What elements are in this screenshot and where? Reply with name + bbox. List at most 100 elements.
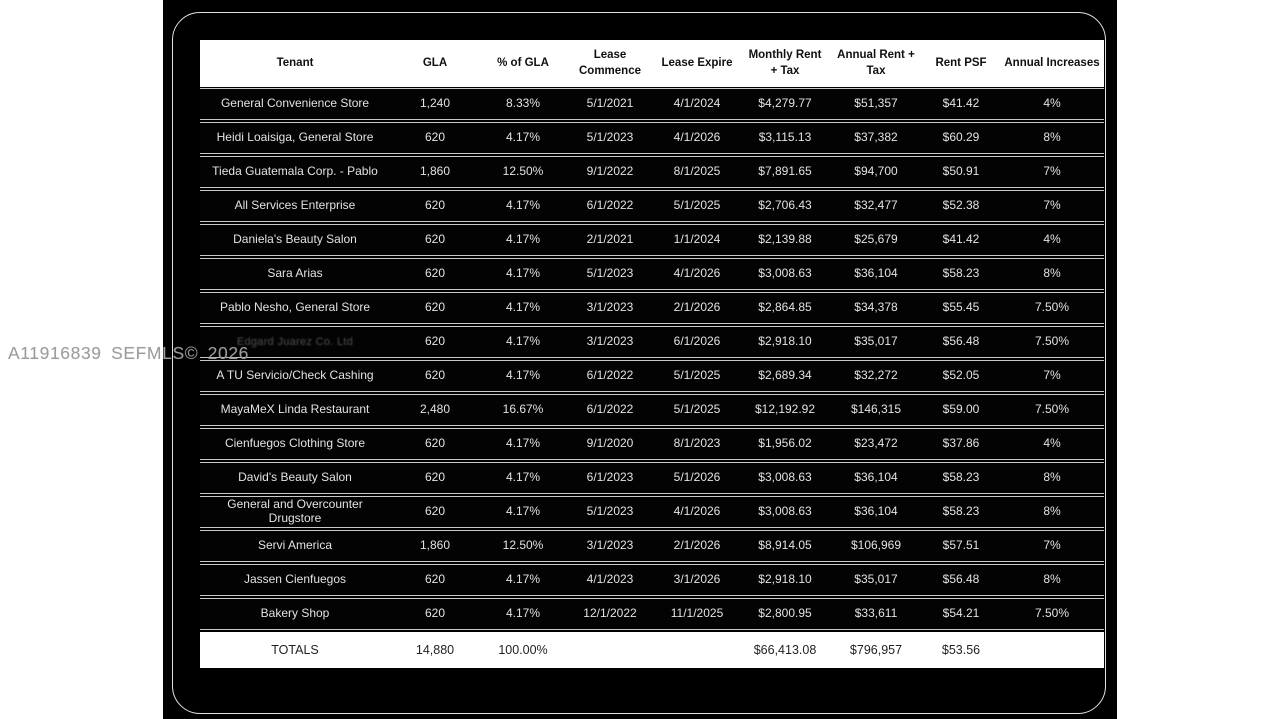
cell-annual: $106,969 (850, 538, 902, 553)
cell-pct: 16.67% (502, 402, 544, 417)
tenant-name: All Services Enterprise (234, 198, 356, 213)
cell-expire: 4/1/2024 (673, 96, 721, 111)
cell-expire: 8/1/2023 (673, 436, 721, 451)
cell-psf: $58.23 (942, 266, 980, 281)
cell-increase: 8% (1043, 572, 1061, 587)
cell-commence: 3/1/2023 (586, 334, 634, 349)
table-row: Cienfuegos Clothing Store 620 4.17% 9/1/202… (200, 428, 1104, 460)
cell-increase: 7.50% (1034, 606, 1070, 621)
cell-pct: 4.17% (505, 334, 541, 349)
cell-annual: $36,104 (854, 470, 898, 485)
cell-pct: 4.17% (505, 504, 541, 519)
table-row: A TU Servicio/Check Cashing 620 4.17% 6/1/2… (200, 360, 1104, 392)
table-row: Edgard Juarez Co. Ltd 620 4.17% 3/1/2023 6/1… (200, 326, 1104, 358)
cell-psf: $57.51 (942, 538, 980, 553)
cell-expire: 5/1/2025 (673, 368, 721, 383)
cell-expire: 5/1/2026 (673, 470, 721, 485)
cell-increase: 7.50% (1034, 402, 1070, 417)
cell-monthly: $2,706.43 (758, 198, 812, 213)
cell-increase: 4% (1043, 96, 1061, 111)
cell-gla: 1,860 (419, 164, 451, 179)
tenant-name: David's Beauty Salon (238, 470, 352, 485)
tenant-name: Daniela's Beauty Salon (233, 232, 357, 247)
cell-monthly: $2,139.88 (758, 232, 812, 247)
cell-pct: 8.33% (505, 96, 541, 111)
cell-expire: 4/1/2026 (673, 266, 721, 281)
cell-monthly: $3,008.63 (758, 266, 812, 281)
cell-increase: 8% (1043, 266, 1061, 281)
cell-pct: 4.17% (505, 436, 541, 451)
cell-gla: 620 (424, 470, 446, 485)
cell-commence: 4/1/2023 (586, 572, 634, 587)
cell-expire: 8/1/2025 (673, 164, 721, 179)
cell-gla: 620 (424, 232, 446, 247)
cell-annual: $36,104 (854, 504, 898, 519)
cell-increase: 8% (1043, 470, 1061, 485)
cell-increase: 7% (1043, 368, 1061, 383)
cell-psf: $55.45 (942, 300, 980, 315)
column-header-commence: Lease Commence (579, 49, 641, 77)
cell-monthly: $7,891.65 (758, 164, 812, 179)
cell-increase: 7% (1043, 164, 1061, 179)
cell-expire: 3/1/2026 (673, 572, 721, 587)
cell-pct: 4.17% (505, 368, 541, 383)
cell-monthly: $2,918.10 (758, 572, 812, 587)
cell-increase: 8% (1043, 130, 1061, 145)
cell-gla: 620 (424, 300, 446, 315)
cell-gla: 1,860 (419, 538, 451, 553)
cell-expire: 1/1/2024 (673, 232, 721, 247)
cell-psf: $52.05 (942, 368, 980, 383)
cell-psf: $58.23 (942, 504, 980, 519)
cell-pct: 4.17% (505, 606, 541, 621)
table-header-row: Tenant GLA % of GLA Lease Commence Lease Exp… (200, 40, 1104, 87)
cell-pct: 4.17% (505, 232, 541, 247)
listing-photo-panel: Tenant GLA % of GLA Lease Commence Lease Exp… (163, 0, 1117, 719)
column-header-psf: Rent PSF (935, 56, 987, 69)
cell-commence: 12/1/2022 (583, 606, 637, 621)
table-row: Sara Arias 620 4.17% 5/1/2023 4/1/2026 $3,008… (200, 258, 1104, 290)
cell-psf: $56.48 (942, 572, 980, 587)
cell-expire: 2/1/2026 (673, 538, 721, 553)
cell-commence: 9/1/2020 (586, 436, 634, 451)
cell-psf: $50.91 (942, 164, 980, 179)
cell-expire: 11/1/2025 (670, 606, 724, 621)
cell-increase: 7.50% (1034, 334, 1070, 349)
tenant-name: Jassen Cienfuegos (243, 572, 347, 587)
cell-increase: 7% (1043, 538, 1061, 553)
cell-annual: $37,382 (854, 130, 898, 145)
cell-pct: 12.50% (502, 538, 544, 553)
cell-commence: 6/1/2022 (586, 198, 634, 213)
rent-roll-table: Tenant GLA % of GLA Lease Commence Lease Exp… (200, 40, 1104, 668)
column-header-monthly: Monthly Rent + Tax (748, 49, 822, 77)
cell-pct: 4.17% (505, 470, 541, 485)
table-row: Servi America 1,860 12.50% 3/1/2023 2/1/2026… (200, 530, 1104, 562)
cell-monthly: $3,115.13 (758, 130, 812, 145)
cell-expire: 5/1/2025 (673, 198, 721, 213)
cell-increase: 8% (1043, 504, 1061, 519)
cell-pct: 4.17% (505, 198, 541, 213)
cell-annual: $35,017 (854, 334, 898, 349)
tenant-name: Heidi Loaisiga, General Store (216, 130, 374, 145)
cell-annual: $23,472 (854, 436, 898, 451)
cell-psf: $60.29 (942, 130, 980, 145)
tenant-name: Pablo Nesho, General Store (219, 300, 371, 315)
cell-commence: 3/1/2023 (586, 300, 634, 315)
cell-annual: $25,679 (854, 232, 898, 247)
cell-increase: 7.50% (1034, 300, 1070, 315)
cell-gla: 620 (424, 368, 446, 383)
table-row: Pablo Nesho, General Store 620 4.17% 3/1/20… (200, 292, 1104, 324)
cell-psf: $58.23 (942, 470, 980, 485)
cell-annual: $146,315 (850, 402, 902, 417)
table-row: Daniela's Beauty Salon 620 4.17% 2/1/2021 1/… (200, 224, 1104, 256)
tenant-name-obscured: Edgard Juarez Co. Ltd (236, 335, 354, 348)
totals-monthly: $66,413.08 (753, 643, 817, 657)
cell-pct: 4.17% (505, 300, 541, 315)
totals-psf: $53.56 (941, 643, 981, 657)
table-row: Tieda Guatemala Corp. - Pablo 1,860 12.50%… (200, 156, 1104, 188)
cell-expire: 4/1/2026 (673, 504, 721, 519)
cell-annual: $35,017 (854, 572, 898, 587)
cell-gla: 620 (424, 198, 446, 213)
cell-increase: 4% (1043, 232, 1061, 247)
cell-gla: 620 (424, 606, 446, 621)
cell-annual: $32,272 (854, 368, 898, 383)
